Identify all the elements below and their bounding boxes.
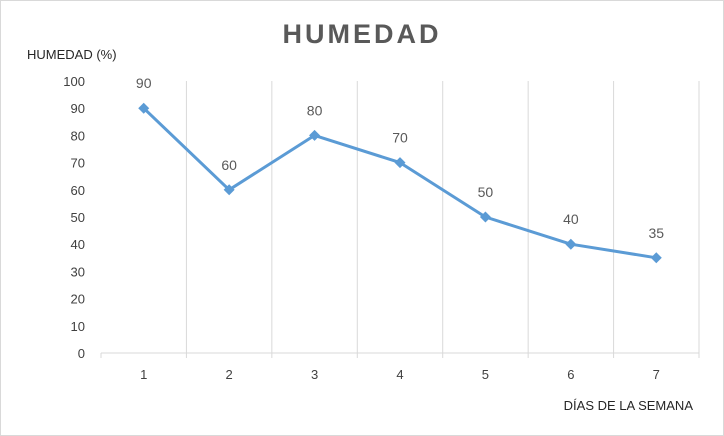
data-point <box>138 102 150 114</box>
x-tick-label: 1 <box>140 367 147 382</box>
data-point <box>479 211 491 223</box>
x-tick-label: 7 <box>653 367 660 382</box>
y-tick-label: 0 <box>78 346 85 361</box>
x-tick-label: 5 <box>482 367 489 382</box>
y-tick-label: 100 <box>63 74 85 89</box>
x-tick-label: 3 <box>311 367 318 382</box>
data-label: 40 <box>563 211 579 227</box>
x-tick-label: 4 <box>396 367 403 382</box>
data-label: 35 <box>648 225 664 241</box>
data-point <box>650 252 662 264</box>
y-tick-label: 40 <box>71 237 85 252</box>
chart-title: HUMEDAD <box>282 19 442 49</box>
x-tick-label: 6 <box>567 367 574 382</box>
data-label: 70 <box>392 130 408 146</box>
y-tick-label: 60 <box>71 183 85 198</box>
y-tick-label: 30 <box>71 264 85 279</box>
y-axis-title: HUMEDAD (%) <box>27 47 117 62</box>
y-tick-label: 90 <box>71 101 85 116</box>
data-point <box>309 129 321 141</box>
data-label: 50 <box>478 184 494 200</box>
y-tick-label: 20 <box>71 292 85 307</box>
data-label: 90 <box>136 75 152 91</box>
data-point <box>394 157 406 169</box>
x-tick-label: 2 <box>226 367 233 382</box>
y-tick-label: 70 <box>71 156 85 171</box>
data-label: 60 <box>221 157 237 173</box>
data-point <box>223 184 235 196</box>
x-axis-title: DÍAS DE LA SEMANA <box>563 398 693 413</box>
y-tick-label: 80 <box>71 128 85 143</box>
data-label: 80 <box>307 102 323 118</box>
y-tick-label: 50 <box>71 210 85 225</box>
data-point <box>565 238 577 250</box>
y-tick-label: 10 <box>71 319 85 334</box>
